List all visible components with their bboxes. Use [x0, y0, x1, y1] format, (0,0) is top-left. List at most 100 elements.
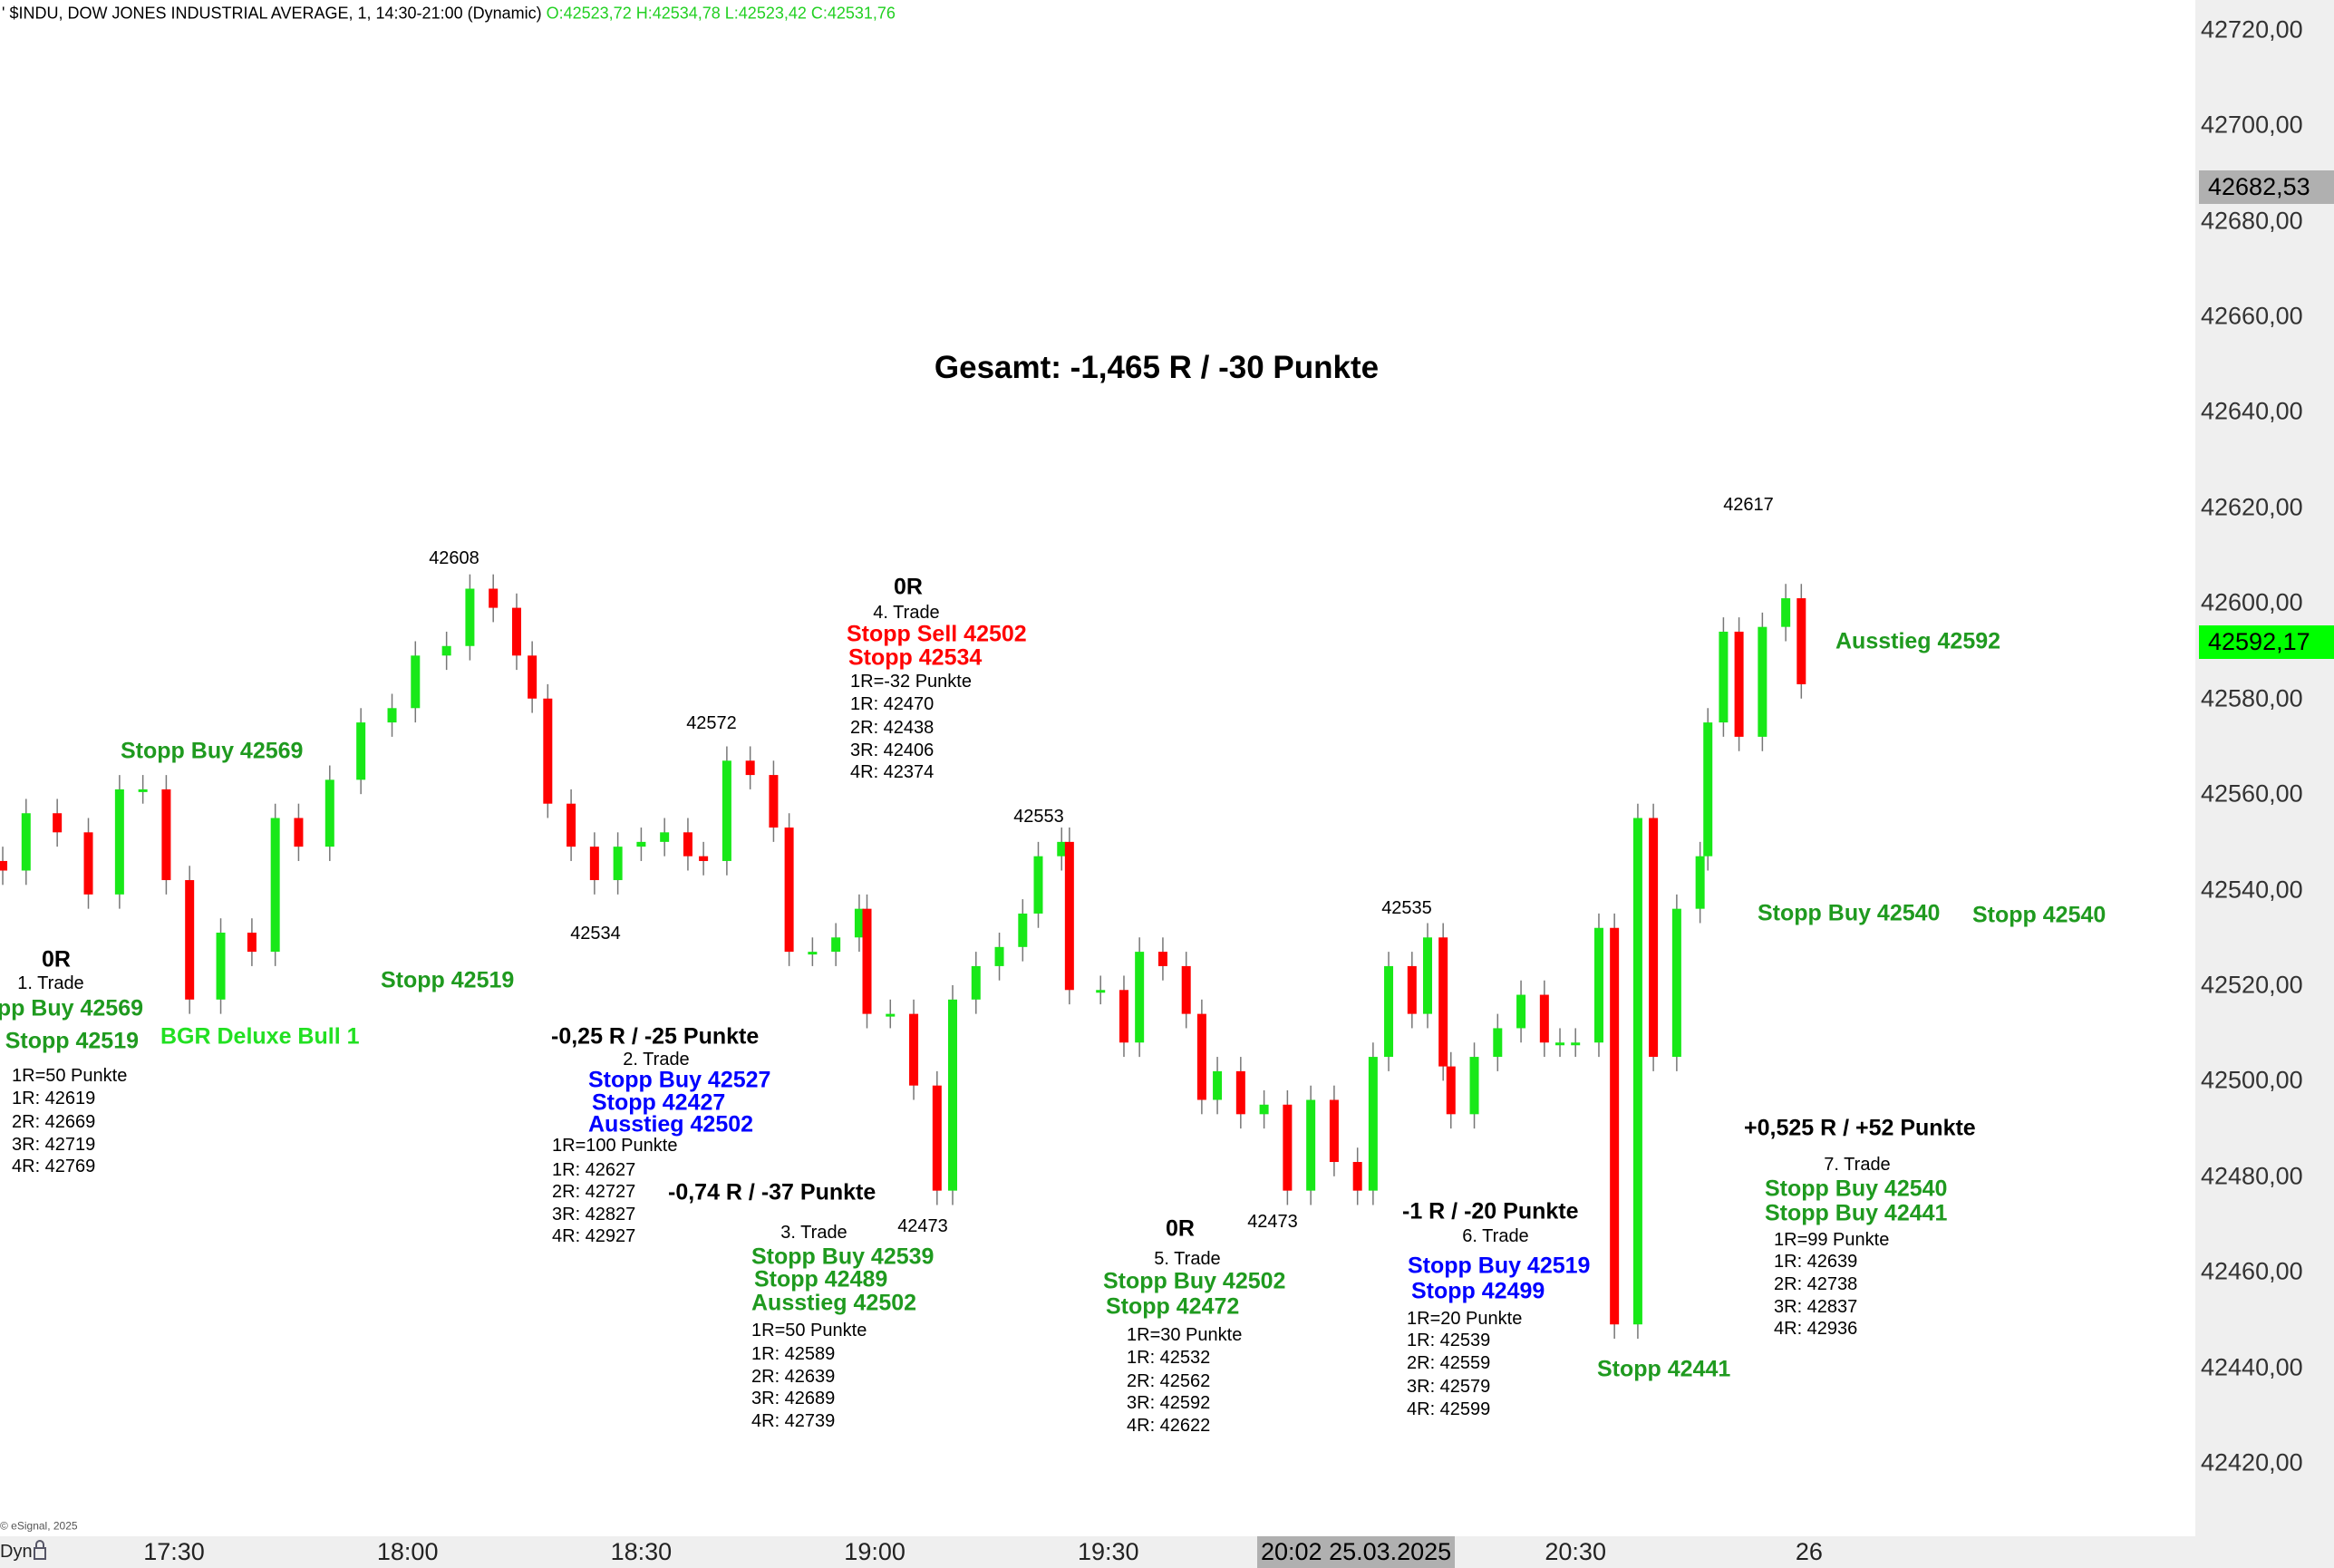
candle: [1119, 975, 1128, 1058]
trade-target: 1R: 42470: [850, 693, 935, 714]
candle: [324, 765, 334, 861]
candle: [161, 775, 171, 895]
ohlc-readout: O:42523,72 H:42534,78 L:42523,42 C:42531…: [546, 4, 896, 23]
candle-body: [21, 813, 31, 871]
candle-body: [1213, 1070, 1223, 1100]
chart-title: Gesamt: -1,465 R / -30 Punkte: [934, 349, 1380, 385]
candle-body: [932, 1085, 942, 1191]
candle-body: [247, 933, 257, 953]
candle-body: [1064, 841, 1074, 991]
candle: [216, 918, 226, 1014]
candle-body: [1469, 1057, 1479, 1115]
candle: [1571, 1028, 1581, 1058]
time-tick-label: 19:30: [1078, 1538, 1139, 1565]
candle-body: [294, 818, 304, 847]
candle: [994, 933, 1004, 981]
price-tick-label: 42440,00: [2201, 1353, 2303, 1381]
chart-header: ' $INDU, DOW JONES INDUSTRIAL AVERAGE, 1…: [2, 4, 896, 23]
time-tick-label: 20:30: [1545, 1538, 1606, 1565]
candle-body: [1033, 856, 1043, 914]
candle: [1181, 952, 1191, 1029]
candle: [1734, 617, 1744, 751]
candle: [831, 923, 841, 966]
candle-body: [1695, 856, 1705, 909]
candle: [1703, 708, 1713, 871]
candle-body: [1446, 1066, 1456, 1115]
trade-risk: 1R=30 Punkte: [1127, 1324, 1243, 1345]
candle-body: [0, 860, 8, 871]
candle-body: [1671, 908, 1681, 1058]
candle: [1516, 980, 1526, 1043]
candle-body: [745, 760, 755, 776]
price-tick-label: 42480,00: [2201, 1162, 2303, 1190]
candle: [511, 593, 521, 671]
price-tick-label: 42580,00: [2201, 684, 2303, 712]
candle: [769, 760, 779, 842]
trade-entry: Stopp Buy 42519: [1408, 1253, 1591, 1279]
trade-entry: Stopp Buy 42540: [1765, 1176, 1948, 1202]
candle-body: [1135, 952, 1145, 1043]
annotation-stopp: Stopp 42519: [381, 967, 515, 993]
trade-entry: Stopp Buy 42527: [588, 1067, 771, 1093]
candle-body: [1283, 1104, 1293, 1191]
trade-risk: 1R=50 Punkte: [12, 1065, 128, 1086]
candle: [528, 641, 537, 713]
candle: [411, 641, 421, 723]
trade-name: 4. Trade: [873, 602, 940, 623]
trade-stop: Stopp 42489: [754, 1266, 888, 1292]
candle-body: [1157, 952, 1167, 966]
candle-body: [114, 789, 124, 895]
candle-body: [1438, 937, 1448, 1067]
annotation-stopp-buy: Stopp Buy 42540: [1758, 900, 1941, 926]
candle: [1469, 1042, 1479, 1129]
lock-icon[interactable]: [33, 1540, 47, 1560]
symbol-info: ' $INDU, DOW JONES INDUSTRIAL AVERAGE, 1…: [2, 4, 542, 23]
dyn-label[interactable]: Dyn: [0, 1542, 33, 1562]
candle-body: [1516, 994, 1526, 1029]
candle-body: [567, 803, 576, 847]
price-tick-label: 42420,00: [2201, 1448, 2303, 1476]
candle-body: [909, 1013, 919, 1086]
chart-plot-area[interactable]: ' $INDU, DOW JONES INDUSTRIAL AVERAGE, 1…: [0, 0, 2195, 1536]
candle: [613, 832, 623, 895]
price-tick-label: 42520,00: [2201, 971, 2303, 999]
point-label: 42535: [1381, 897, 1432, 918]
trade-target: 3R: 42406: [850, 740, 935, 760]
trade-target: 1R: 42539: [1407, 1330, 1491, 1350]
candle: [1064, 828, 1074, 1005]
time-tick-label: 18:00: [376, 1538, 439, 1565]
candle: [1096, 975, 1106, 1005]
candle: [1539, 980, 1549, 1058]
time-tick-label: 26: [1795, 1538, 1823, 1565]
candle: [1555, 1028, 1565, 1058]
trade-target: 3R: 42579: [1407, 1376, 1491, 1397]
candle: [489, 574, 499, 623]
candle-body: [1306, 1099, 1316, 1191]
candle-body: [1119, 990, 1128, 1043]
candle-body: [1352, 1162, 1362, 1191]
candle: [441, 631, 451, 671]
trade-target: 2R: 42559: [1407, 1352, 1491, 1373]
candle: [784, 813, 794, 966]
candle-body: [138, 789, 148, 792]
candle-body: [161, 789, 171, 881]
candle: [1632, 803, 1642, 1340]
candle-body: [528, 655, 537, 699]
candle-body: [511, 607, 521, 656]
annotation-stopp-buy: Stopp Buy 42569: [121, 738, 304, 764]
candle: [1446, 1051, 1456, 1129]
trade-target: 4R: 42374: [850, 761, 935, 782]
candle: [247, 918, 257, 966]
trade-target: 3R: 42689: [751, 1388, 836, 1408]
candle: [971, 952, 981, 1014]
price-axis[interactable]: 42720,00 42700,00 42680,00 42660,00 42640,00…: [2195, 0, 2334, 1568]
trade-stop: Stopp 42519: [5, 1028, 139, 1054]
candle-body: [324, 779, 334, 847]
time-tick-label: 17:30: [143, 1538, 205, 1565]
candle: [1368, 1042, 1378, 1205]
candle: [1057, 828, 1067, 871]
time-axis[interactable]: Dyn 20:02 25.03.2025 17:30 18:00 18:30 19:0…: [0, 1536, 2195, 1568]
candle-body: [1703, 722, 1713, 857]
candle-body: [589, 847, 599, 881]
candle: [465, 574, 475, 661]
